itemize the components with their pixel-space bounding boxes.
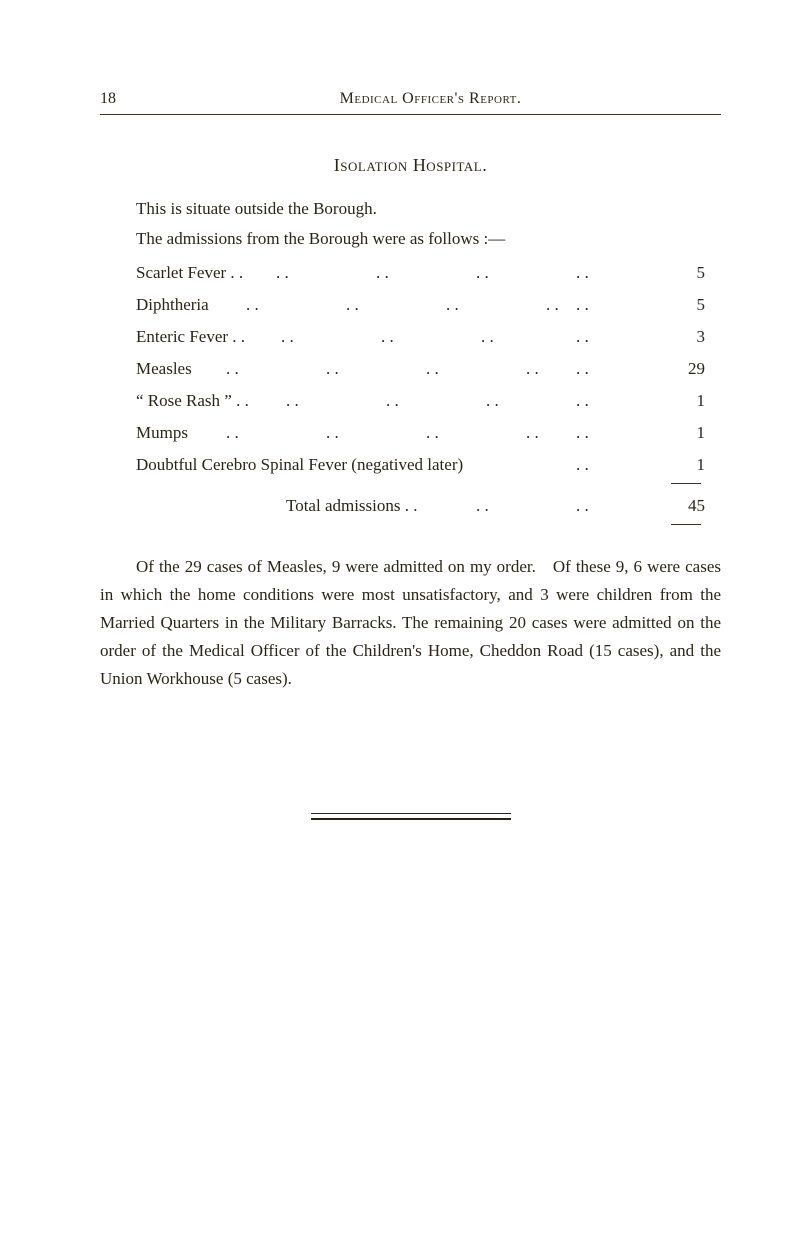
- leader-dots: . .: [576, 289, 589, 321]
- table-row: Enteric Fever . . . . . . . . . . 3: [136, 321, 705, 353]
- table-row: Measles . . . . . . . . . . 29: [136, 353, 705, 385]
- leader-dots: . .: [281, 321, 294, 353]
- leader-dots: . .: [286, 385, 299, 417]
- admission-value: 5: [665, 257, 705, 289]
- total-row: Total admissions . . . . . . 45: [136, 490, 705, 522]
- leader-dots: . .: [326, 353, 339, 385]
- total-label: Total admissions . .: [286, 490, 418, 522]
- leader-dots: . .: [376, 257, 389, 289]
- admission-label: Mumps: [136, 417, 188, 449]
- leader-dots: . .: [576, 417, 589, 449]
- leader-dots: . .: [481, 321, 494, 353]
- leader-dots: . .: [476, 257, 489, 289]
- leader-dots: . .: [546, 289, 559, 321]
- leader-dots: . .: [486, 385, 499, 417]
- leader-dots: . .: [346, 289, 359, 321]
- admission-value: 5: [665, 289, 705, 321]
- leader-dots: . .: [576, 353, 589, 385]
- leader-dots: . .: [246, 289, 259, 321]
- admission-value: 1: [665, 449, 705, 481]
- running-title: Medical Officer's Report.: [140, 90, 721, 108]
- page-number: 18: [100, 90, 140, 108]
- table-row: Doubtful Cerebro Spinal Fever (negatived…: [136, 449, 705, 481]
- leader-dots: . .: [476, 490, 489, 522]
- section-divider: [100, 813, 721, 820]
- section-title: Isolation Hospital.: [100, 155, 721, 176]
- leader-dots: . .: [426, 417, 439, 449]
- leader-dots: . .: [576, 257, 589, 289]
- admission-value: 29: [665, 353, 705, 385]
- leader-dots: . .: [226, 417, 239, 449]
- leader-dots: . .: [526, 417, 539, 449]
- body-paragraph: Of the 29 cases of Measles, 9 were admit…: [100, 553, 721, 693]
- table-row: Diphtheria . . . . . . . . . . 5: [136, 289, 705, 321]
- admission-value: 1: [665, 417, 705, 449]
- leader-dots: . .: [381, 321, 394, 353]
- admission-label: Diphtheria: [136, 289, 209, 321]
- table-row: Mumps . . . . . . . . . . 1: [136, 417, 705, 449]
- total-bottom-rule: [671, 524, 701, 525]
- leader-dots: . .: [426, 353, 439, 385]
- leader-dots: . .: [576, 321, 589, 353]
- subtotal-rule: [671, 483, 701, 484]
- leader-dots: . .: [446, 289, 459, 321]
- admission-label: “ Rose Rash ” . .: [136, 385, 249, 417]
- double-rule-icon: [311, 813, 511, 820]
- admission-value: 3: [665, 321, 705, 353]
- intro-line-2: The admissions from the Borough were as …: [100, 226, 721, 252]
- admission-label: Enteric Fever . .: [136, 321, 245, 353]
- leader-dots: . .: [326, 417, 339, 449]
- running-header: 18 Medical Officer's Report.: [100, 90, 721, 115]
- admission-label: Measles: [136, 353, 192, 385]
- total-value: 45: [665, 490, 705, 522]
- leader-dots: . .: [386, 385, 399, 417]
- leader-dots: . .: [226, 353, 239, 385]
- table-row: “ Rose Rash ” . . . . . . . . . . 1: [136, 385, 705, 417]
- leader-dots: . .: [576, 385, 589, 417]
- admission-label: Doubtful Cerebro Spinal Fever (negatived…: [136, 449, 463, 481]
- leader-dots: . .: [526, 353, 539, 385]
- admission-value: 1: [665, 385, 705, 417]
- page-container: 18 Medical Officer's Report. Isolation H…: [0, 0, 801, 880]
- table-row: Scarlet Fever . . . . . . . . . . 5: [136, 257, 705, 289]
- leader-dots: . .: [276, 257, 289, 289]
- leader-dots: . .: [576, 490, 589, 522]
- admission-label: Scarlet Fever . .: [136, 257, 243, 289]
- intro-line-1: This is situate outside the Borough.: [100, 196, 721, 222]
- admissions-list: Scarlet Fever . . . . . . . . . . 5 Diph…: [136, 257, 705, 525]
- leader-dots: . .: [576, 449, 589, 481]
